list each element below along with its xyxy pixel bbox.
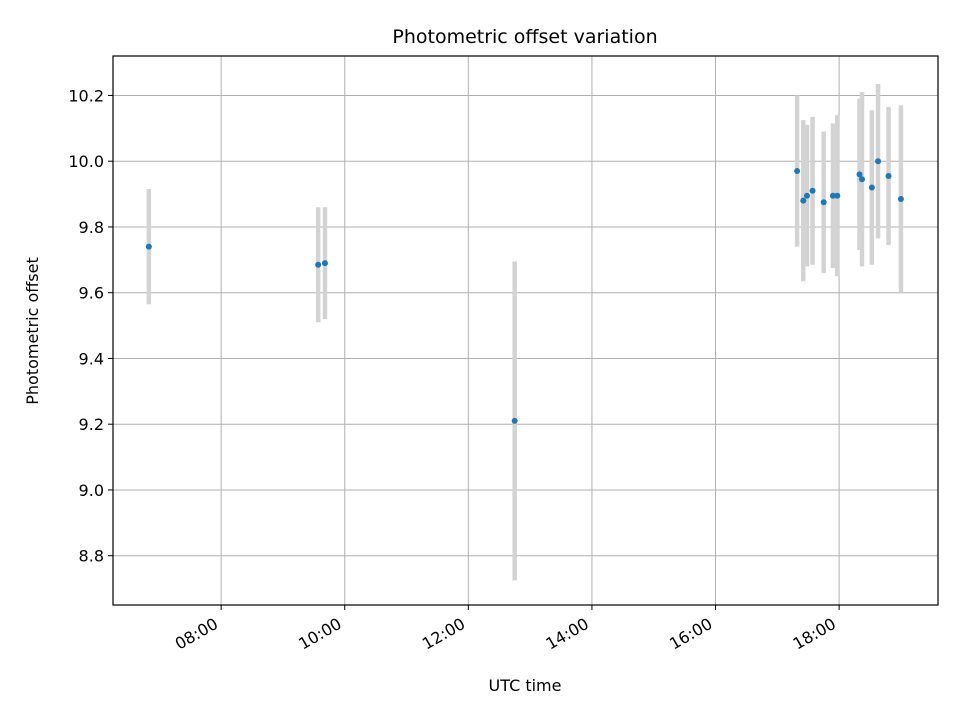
x-axis-label: UTC time — [489, 676, 562, 695]
plot-frame — [112, 55, 939, 606]
y-tick-label: 9.2 — [79, 415, 104, 434]
data-point — [885, 172, 892, 179]
y-tick-label: 10.0 — [68, 152, 104, 171]
data-point — [868, 184, 875, 191]
y-tick-label: 9.4 — [79, 349, 104, 368]
data-point — [858, 176, 865, 183]
data-point — [820, 199, 827, 206]
data-point — [800, 197, 807, 204]
data-point — [875, 158, 882, 165]
data-point — [794, 168, 801, 175]
y-tick-label: 9.6 — [79, 284, 104, 303]
data-point — [511, 417, 518, 424]
data-point — [145, 243, 152, 250]
data-point — [809, 187, 816, 194]
data-point — [897, 196, 904, 203]
data-point — [321, 260, 328, 267]
data-point — [834, 192, 841, 199]
y-axis-label: Photometric offset — [23, 257, 42, 405]
chart-title: Photometric offset variation — [392, 26, 657, 48]
y-tick-label: 10.2 — [68, 86, 104, 105]
y-tick-label: 8.8 — [79, 547, 104, 566]
y-axis-ticks: 8.8 9.0 9.2 9.4 9.6 9.8 10.0 10.2 — [68, 86, 113, 566]
data-point — [803, 192, 810, 199]
data-point — [856, 171, 863, 178]
y-tick-label: 9.8 — [79, 218, 104, 237]
y-tick-label: 9.0 — [79, 481, 104, 500]
data-point — [829, 192, 836, 199]
data-points — [145, 158, 904, 424]
data-point — [315, 261, 322, 268]
